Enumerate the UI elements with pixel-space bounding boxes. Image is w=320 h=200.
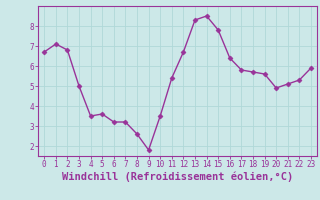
X-axis label: Windchill (Refroidissement éolien,°C): Windchill (Refroidissement éolien,°C) (62, 172, 293, 182)
